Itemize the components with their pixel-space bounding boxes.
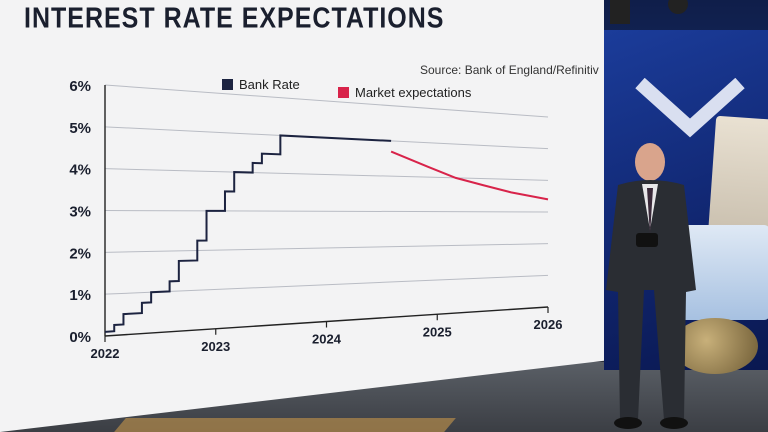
gridline: [104, 243, 549, 253]
y-tick-label: 3%: [69, 204, 91, 221]
rate-chart: 0% 1% 2% 3% 4% 5% 6% 2022 2023 2024 2025 2026: [69, 78, 563, 361]
x-tick-label: 2022: [91, 346, 120, 361]
x-tick-label: 2025: [423, 324, 452, 339]
chart-title: INTEREST RATE EXPECTATIONS: [24, 2, 445, 35]
x-tick-label: 2023: [201, 339, 230, 354]
gridline: [104, 84, 549, 118]
legend-label-bank-rate: Bank Rate: [239, 77, 300, 92]
x-tick-label: 2024: [312, 332, 342, 347]
coin-image: [672, 318, 758, 374]
euro-note-image: [680, 225, 768, 320]
y-tick-label: 5%: [69, 120, 91, 137]
legend-swatch-market: [338, 87, 349, 98]
chart-source: Source: Bank of England/Refinitiv: [420, 63, 599, 77]
gridline: [104, 274, 549, 295]
legend-item-bank-rate: Bank Rate: [222, 77, 300, 92]
presenter-figure: [606, 143, 696, 429]
legend-swatch-bank-rate: [222, 79, 233, 90]
y-tick-label: 0%: [69, 329, 91, 346]
y-tick-label: 4%: [69, 162, 91, 179]
y-tick-label: 1%: [69, 287, 91, 304]
series-bank-rate: [104, 134, 392, 333]
gridline: [104, 168, 549, 181]
legend-label-market: Market expectations: [355, 85, 472, 100]
legend-item-market: Market expectations: [338, 85, 471, 100]
y-tick-label: 2%: [69, 245, 91, 262]
gridline: [104, 210, 549, 213]
banknote-image: [707, 115, 768, 241]
chevron-down-icon: [635, 78, 745, 138]
x-tick-label: 2026: [534, 317, 563, 332]
series-market-expectations: [390, 150, 549, 201]
chart-panel: INTEREST RATE EXPECTATIONS Source: Bank …: [0, 0, 604, 432]
y-tick-label: 6%: [69, 78, 91, 95]
